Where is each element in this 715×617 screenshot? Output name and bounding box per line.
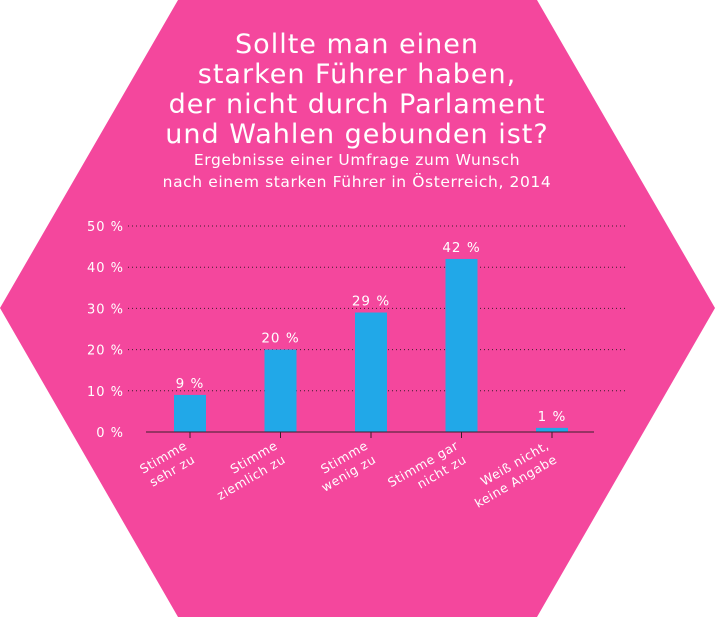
bar	[355, 312, 387, 432]
title-line: der nicht durch Parlament	[169, 89, 546, 120]
y-tick-label: 10 %	[87, 385, 124, 400]
bar-value-label: 29 %	[352, 294, 390, 310]
y-axis-ticks: 0 % 10 % 20 % 30 % 40 % 50 %	[87, 220, 124, 441]
y-tick-label: 30 %	[87, 302, 124, 317]
bar-value-label: 1 %	[538, 409, 567, 425]
bar	[264, 349, 297, 432]
x-axis-ticks	[189, 432, 553, 438]
bar-value-label: 20 %	[261, 331, 299, 347]
subtitle-line: nach einem starken Führer in Österreich,…	[163, 172, 552, 191]
bar	[174, 394, 206, 432]
title-line: und Wahlen gebunden ist?	[165, 119, 548, 150]
chart-title: Sollte man einen starken Führer haben, d…	[165, 29, 548, 150]
bars	[174, 258, 568, 432]
title-line: starken Führer haben,	[198, 59, 516, 90]
bar	[536, 427, 568, 432]
y-tick-label: 40 %	[87, 261, 124, 276]
data-labels: 9 % 20 % 29 % 42 % 1 %	[176, 240, 567, 425]
y-tick-label: 20 %	[87, 344, 124, 359]
bar	[445, 258, 478, 432]
y-tick-label: 0 %	[96, 426, 124, 441]
title-line: Sollte man einen	[235, 29, 479, 60]
y-tick-label: 50 %	[87, 220, 124, 235]
bar-value-label: 9 %	[176, 376, 205, 392]
chart-subtitle: Ergebnisse einer Umfrage zum Wunsch nach…	[163, 151, 552, 191]
bar-value-label: 42 %	[442, 240, 480, 256]
subtitle-line: Ergebnisse einer Umfrage zum Wunsch	[194, 151, 520, 169]
